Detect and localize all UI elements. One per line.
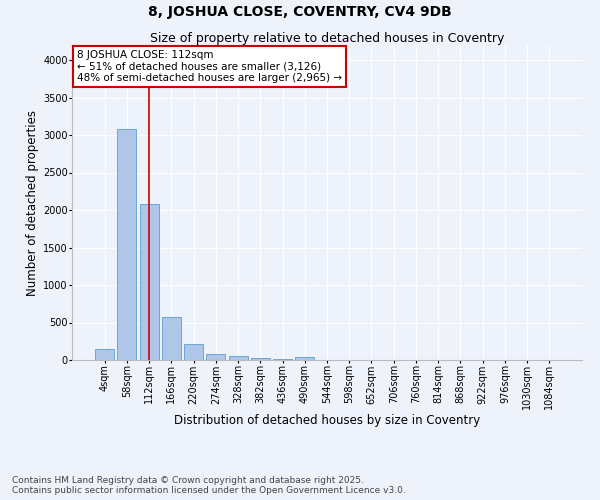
Y-axis label: Number of detached properties: Number of detached properties: [26, 110, 39, 296]
Bar: [162, 316, 181, 360]
Bar: [229, 356, 248, 360]
Bar: [295, 357, 314, 360]
Bar: [206, 354, 225, 360]
Bar: [118, 129, 136, 360]
Title: Size of property relative to detached houses in Coventry: Size of property relative to detached ho…: [150, 32, 504, 45]
Text: 8 JOSHUA CLOSE: 112sqm
← 51% of detached houses are smaller (3,126)
48% of semi-: 8 JOSHUA CLOSE: 112sqm ← 51% of detached…: [77, 50, 342, 83]
Bar: [95, 349, 114, 360]
Bar: [140, 204, 158, 360]
X-axis label: Distribution of detached houses by size in Coventry: Distribution of detached houses by size …: [174, 414, 480, 426]
Text: Contains HM Land Registry data © Crown copyright and database right 2025.
Contai: Contains HM Land Registry data © Crown c…: [12, 476, 406, 495]
Bar: [251, 358, 270, 360]
Bar: [273, 359, 292, 360]
Text: 8, JOSHUA CLOSE, COVENTRY, CV4 9DB: 8, JOSHUA CLOSE, COVENTRY, CV4 9DB: [148, 5, 452, 19]
Bar: [184, 344, 203, 360]
